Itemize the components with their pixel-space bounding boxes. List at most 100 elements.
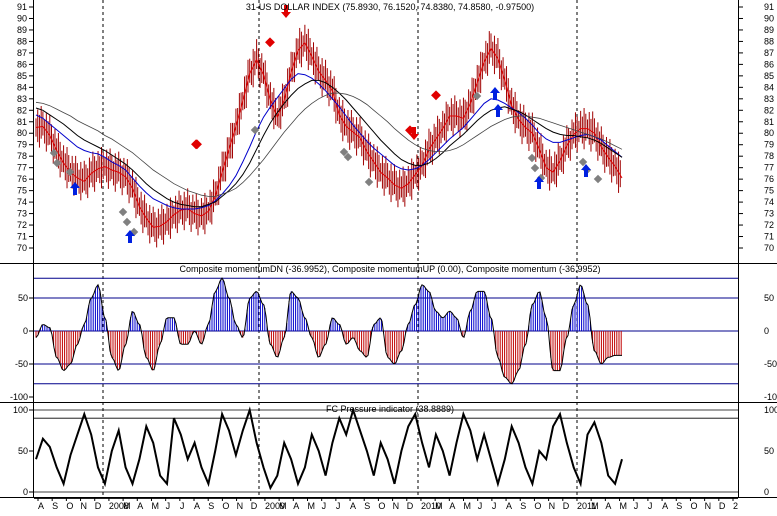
price-tick-label-right: 82 [764, 105, 774, 115]
red-down-arrow [281, 5, 291, 18]
price-tick-label-left: 72 [17, 220, 27, 230]
price-tick-label-left: 79 [17, 140, 27, 150]
price-tick-label-right: 87 [764, 48, 774, 58]
x-tick-label: M [151, 501, 159, 511]
x-tick-label: J [336, 501, 341, 511]
price-tick-label-right: 91 [764, 2, 774, 12]
x-tick-label: A [194, 501, 200, 511]
price-tick-label-right: 86 [764, 59, 774, 69]
pressure-title: FC Pressure indicator (38.8889) [326, 404, 454, 414]
blue-up-arrow [581, 164, 591, 177]
pressure-tick-label-right: 50 [764, 446, 774, 456]
x-tick-label: N [549, 501, 556, 511]
momentum-tick-label-right: -50 [764, 359, 777, 369]
x-tick-label: S [364, 501, 370, 511]
x-tick-label: M [123, 501, 131, 511]
momentum-tick-label-left: -50 [15, 359, 28, 369]
momentum-title: Composite momentumDN (-36.9952), Composi… [180, 264, 601, 274]
x-tick-label: M [591, 501, 599, 511]
x-tick-label: M [464, 501, 472, 511]
price-series-line [35, 79, 623, 208]
price-tick-label-left: 86 [17, 59, 27, 69]
price-tick-label-right: 70 [764, 243, 774, 253]
price-series-line [35, 92, 623, 197]
x-tick-label: M [435, 501, 443, 511]
gray-diamond-marker [250, 125, 260, 135]
x-tick-label: A [137, 501, 143, 511]
grid-layer [34, 0, 738, 499]
x-tick-label: M [620, 501, 628, 511]
price-tick-label-right: 71 [764, 232, 774, 242]
gray-diamond-marker [65, 167, 75, 177]
x-tick-label: A [506, 501, 512, 511]
x-tick-label: D [563, 501, 570, 511]
price-title: 31-US DOLLAR INDEX (75.8930, 76.1520, 74… [246, 2, 534, 12]
price-tick-label-left: 71 [17, 232, 27, 242]
price-tick-label-right: 72 [764, 220, 774, 230]
pressure-tick-label-left: 0 [23, 487, 28, 497]
pressure-tick-label-right: 0 [764, 487, 769, 497]
price-series-line [35, 73, 623, 210]
price-tick-label-right: 81 [764, 117, 774, 127]
momentum-tick-label-left: -100 [10, 392, 28, 402]
x-tick-label: O [222, 501, 229, 511]
x-tick-label: J [166, 501, 171, 511]
gray-diamond-marker [122, 217, 132, 227]
x-tick-label: J [634, 501, 639, 511]
price-tick-label-left: 73 [17, 209, 27, 219]
x-tick-label: S [520, 501, 526, 511]
pressure-layer [35, 406, 623, 491]
pressure-tick-label-right: 100 [764, 405, 777, 415]
x-tick-label: D [719, 501, 726, 511]
price-tick-label-right: 77 [764, 163, 774, 173]
price-tick-label-left: 74 [17, 197, 27, 207]
x-tick-label: M [307, 501, 315, 511]
x-tick-label: A [605, 501, 611, 511]
price-tick-label-left: 90 [17, 13, 27, 23]
gray-diamond-marker [364, 177, 374, 187]
price-tick-label-right: 78 [764, 151, 774, 161]
red-diamond-marker [191, 139, 201, 150]
pressure-line [35, 406, 623, 491]
x-tick-label: D [251, 501, 258, 511]
price-tick-label-right: 75 [764, 186, 774, 196]
price-tick-label-right: 84 [764, 82, 774, 92]
x-tick-label: 2009 [265, 501, 285, 511]
x-tick-label: M [279, 501, 287, 511]
x-tick-label: J [322, 501, 327, 511]
momentum-tick-label-right: 0 [764, 326, 769, 336]
x-tick-label: J [648, 501, 653, 511]
price-tick-label-right: 79 [764, 140, 774, 150]
price-tick-label-left: 85 [17, 71, 27, 81]
x-tick-label: D [95, 501, 102, 511]
gray-diamond-marker [339, 147, 349, 157]
gray-diamond-marker [118, 207, 128, 217]
price-tick-label-left: 87 [17, 48, 27, 58]
price-tick-label-right: 89 [764, 25, 774, 35]
x-tick-label: S [676, 501, 682, 511]
price-layer [35, 24, 623, 248]
pressure-tick-label-left: 100 [13, 405, 28, 415]
blue-up-arrow [70, 182, 80, 195]
price-tick-label-right: 88 [764, 36, 774, 46]
price-tick-label-left: 88 [17, 36, 27, 46]
x-tick-label: O [690, 501, 697, 511]
momentum-tick-label-right: 50 [764, 293, 774, 303]
momentum-tick-label-right: -100 [764, 392, 777, 402]
price-tick-label-right: 74 [764, 197, 774, 207]
blue-up-arrow [493, 104, 503, 117]
momentum-tick-label-left: 50 [18, 293, 28, 303]
x-tick-label: 2 [733, 501, 738, 511]
price-tick-label-left: 83 [17, 94, 27, 104]
price-tick-label-left: 80 [17, 128, 27, 138]
momentum-outline [35, 277, 622, 385]
price-tick-label-right: 85 [764, 71, 774, 81]
price-tick-label-left: 76 [17, 174, 27, 184]
x-tick-label: J [492, 501, 497, 511]
x-tick-label: A [350, 501, 356, 511]
price-tick-label-left: 75 [17, 186, 27, 196]
red-down-arrow [409, 127, 419, 140]
x-tick-label: O [534, 501, 541, 511]
